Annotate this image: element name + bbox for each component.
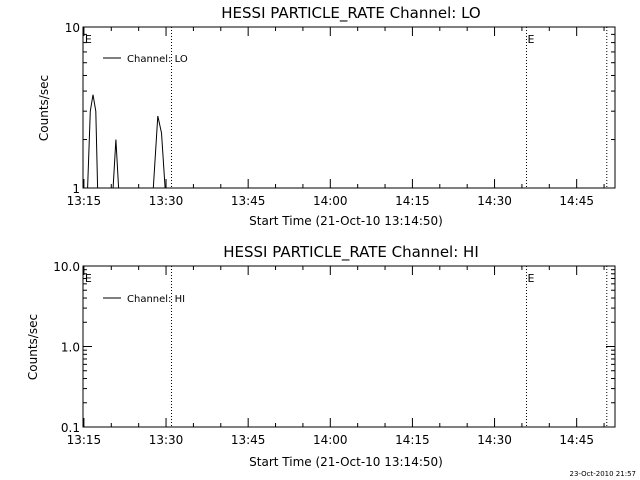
panel-lo-x-ticks: 13:15 13:30 13:45 14:00 14:15 14:30 14:45 [67,27,605,208]
marker-label: E [527,272,534,285]
panel-hi-x-label: Start Time (21-Oct-10 13:14:50) [249,455,443,469]
x-tick-label: 14:30 [477,194,512,208]
x-tick-label: 14:00 [313,194,348,208]
panel-lo-y-label: Counts/sec [37,75,51,141]
panel-lo-markers: EE [85,27,608,188]
x-tick-label: 14:00 [313,433,348,447]
x-tick-label: 14:15 [395,433,430,447]
x-tick-label: 13:45 [231,194,266,208]
x-tick-label: 14:15 [395,194,430,208]
marker-label: E [527,33,534,46]
y-tick-label: 0.1 [61,421,80,435]
panel-hi-y-label: Counts/sec [26,314,40,380]
panel-lo-y-ticks: 1 10 [65,21,615,196]
panel-lo-x-label: Start Time (21-Oct-10 13:14:50) [249,214,443,228]
y-tick-label: 1 [72,182,80,196]
panel-lo-frame [82,26,616,189]
panel-lo: HESSI PARTICLE_RATE Channel: LO 13:15 13:… [37,4,616,228]
x-tick-label: 13:30 [149,194,184,208]
panel-hi: HESSI PARTICLE_RATE Channel: HI 13:15 13:… [26,243,616,469]
x-tick-label: 14:45 [559,433,594,447]
panel-lo-title: HESSI PARTICLE_RATE Channel: LO [221,4,480,23]
x-tick-label: 14:45 [559,194,594,208]
panel-lo-legend-entry: Channel: LO [127,54,188,65]
x-tick-label: 13:30 [149,433,184,447]
y-tick-label: 10 [65,21,80,35]
x-tick-label: 14:30 [477,433,512,447]
marker-label: E [85,272,92,285]
y-tick-label: 1.0 [61,341,80,355]
y-tick-label: 10.0 [53,260,80,274]
x-tick-label: 13:45 [231,433,266,447]
panel-hi-frame [82,265,616,428]
plot-timestamp: 23-Oct-2010 21:57 [570,470,636,478]
marker-label: E [85,33,92,46]
panel-hi-legend-entry: Channel: HI [127,294,185,305]
panel-lo-series [83,94,615,189]
x-tick-label: 13:15 [67,194,102,208]
series-line [83,94,615,189]
panel-hi-x-ticks: 13:15 13:30 13:45 14:00 14:15 14:30 14:45 [67,266,605,447]
panel-hi-markers: EE [85,266,608,427]
x-tick-label: 13:15 [67,433,102,447]
panel-hi-title: HESSI PARTICLE_RATE Channel: HI [223,243,479,262]
panel-hi-y-ticks: 0.1 1.0 10.0 [53,260,615,435]
